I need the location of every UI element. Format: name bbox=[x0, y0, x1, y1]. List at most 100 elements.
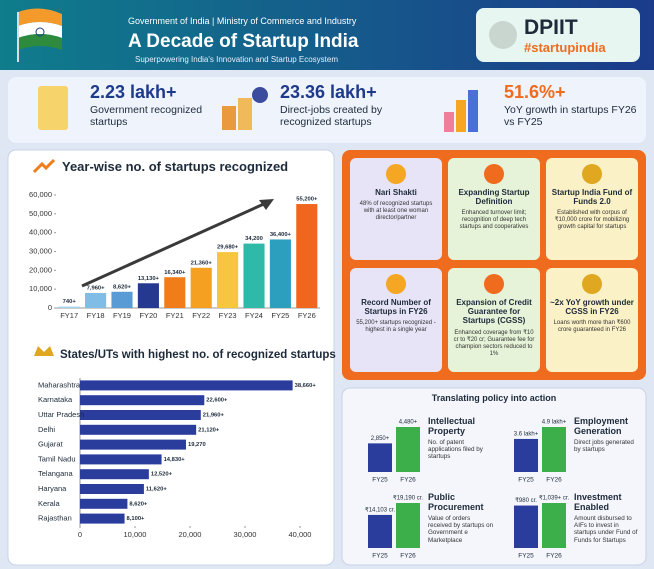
chart-title: Year-wise no. of startups recognized bbox=[62, 159, 289, 174]
bar bbox=[80, 380, 293, 391]
policy-title: Translating policy into action bbox=[431, 393, 557, 403]
stat-label: YoY growth in startups FY26 vs FY25 bbox=[504, 104, 637, 129]
x-tick-label: FY19 bbox=[113, 311, 131, 320]
card bbox=[448, 158, 540, 260]
value-label: 7,960+ bbox=[87, 286, 106, 292]
value-label: 8,620+ bbox=[129, 501, 148, 507]
category-label: Delhi bbox=[38, 425, 55, 434]
card-text: Established with corpus of ₹10,000 crore… bbox=[554, 210, 630, 230]
card-text: 48% of recognized startups with at least… bbox=[359, 201, 433, 221]
value-label: 4.9 lakh+ bbox=[542, 420, 567, 426]
x-tick-label: 40,000 bbox=[289, 530, 312, 539]
bar bbox=[80, 469, 149, 480]
x-tick-label: FY26 bbox=[546, 553, 562, 560]
value-label: 3.6 lakh+ bbox=[514, 432, 539, 438]
x-tick-label: FY24 bbox=[245, 311, 263, 320]
value-label: 11,620+ bbox=[146, 487, 167, 493]
value-label: 2,850+ bbox=[371, 436, 390, 442]
x-tick-label: FY23 bbox=[219, 311, 237, 320]
logo-text: DPIIT bbox=[524, 16, 578, 39]
value-label: 19,270 bbox=[188, 442, 206, 448]
value-label: 14,830+ bbox=[164, 457, 186, 463]
bar bbox=[396, 503, 420, 548]
y-tick-label: 0 bbox=[48, 303, 52, 312]
x-tick-label: FY25 bbox=[518, 553, 534, 560]
value-label: 36,400+ bbox=[270, 232, 292, 238]
bar bbox=[217, 252, 239, 308]
card bbox=[448, 268, 540, 372]
x-tick-label: 20,000 bbox=[179, 530, 202, 539]
card bbox=[546, 158, 638, 260]
y-tick-label: 20,000 bbox=[29, 265, 52, 274]
mini-title: Employment Generation bbox=[574, 416, 629, 437]
mini-title: Public Procurement bbox=[428, 492, 484, 513]
stat-icon bbox=[222, 87, 268, 130]
bar bbox=[85, 293, 107, 308]
card-icon bbox=[582, 274, 602, 294]
bar bbox=[80, 498, 128, 509]
card-text: Enhanced turnover limit; recognition of … bbox=[459, 210, 529, 230]
subtitle: Superpowering India's Innovation and Sta… bbox=[135, 55, 338, 64]
stat-value: 23.36 lakh+ bbox=[280, 82, 377, 102]
x-tick-label: FY17 bbox=[60, 311, 78, 320]
trophy-icon bbox=[34, 346, 54, 356]
bar bbox=[58, 306, 80, 308]
category-label: Haryana bbox=[38, 484, 67, 493]
category-label: Gujarat bbox=[38, 440, 64, 449]
value-label: 29,680+ bbox=[217, 245, 239, 251]
bar bbox=[368, 514, 392, 548]
x-tick-label: FY26 bbox=[400, 553, 416, 560]
y-tick-label: 10,000 bbox=[29, 284, 52, 293]
bar bbox=[80, 395, 205, 406]
stats-band bbox=[8, 77, 646, 143]
x-tick-label: FY25 bbox=[518, 477, 534, 484]
value-label: 21,360+ bbox=[191, 260, 213, 266]
value-label: 4,480+ bbox=[399, 420, 418, 426]
value-label: 22,600+ bbox=[206, 398, 228, 404]
value-label: 13,130+ bbox=[138, 276, 160, 282]
y-tick-label: 60,000 bbox=[29, 190, 52, 199]
value-label: 16,340+ bbox=[164, 270, 186, 276]
x-tick-label: FY25 bbox=[372, 477, 388, 484]
card bbox=[350, 268, 442, 372]
mini-description: Value of orders received by startups on … bbox=[428, 515, 494, 544]
bar bbox=[80, 484, 144, 494]
emblem bbox=[489, 21, 517, 49]
y-tick-label: 30,000 bbox=[29, 246, 52, 255]
bar bbox=[542, 503, 566, 548]
x-tick-label: FY26 bbox=[546, 477, 562, 484]
value-label: 55,200+ bbox=[296, 197, 318, 203]
bar bbox=[542, 427, 566, 472]
card-icon bbox=[484, 274, 504, 294]
value-label: 8,620+ bbox=[113, 284, 132, 290]
x-tick-label: FY21 bbox=[166, 311, 184, 320]
category-label: Kerala bbox=[38, 499, 61, 508]
category-label: Tamil Nadu bbox=[38, 454, 76, 463]
card-icon bbox=[582, 164, 602, 184]
x-tick-label: FY18 bbox=[87, 311, 105, 320]
card-text: 55,200+ startups recognized - highest in… bbox=[356, 320, 436, 333]
card-title: Expansion of Credit Guarantee for Startu… bbox=[456, 298, 532, 326]
x-tick-label: FY25 bbox=[372, 553, 388, 560]
x-tick-label: FY22 bbox=[192, 311, 210, 320]
bar bbox=[396, 427, 420, 472]
category-label: Uttar Pradesh bbox=[38, 410, 84, 419]
category-label: Karnataka bbox=[38, 395, 73, 404]
mini-title: Intellectual Property bbox=[428, 416, 476, 437]
card-title: Startup India Fund of Funds 2.0 bbox=[551, 188, 633, 207]
hashtag: #startupindia bbox=[524, 40, 606, 55]
card-icon bbox=[484, 164, 504, 184]
card bbox=[350, 158, 442, 260]
chart-title: States/UTs with highest no. of recognize… bbox=[60, 349, 336, 361]
x-tick-label: FY25 bbox=[271, 311, 289, 320]
card-title: ~2x YoY growth under CGSS in FY26 bbox=[550, 298, 634, 317]
card-icon bbox=[386, 274, 406, 294]
bar bbox=[269, 239, 291, 308]
card bbox=[546, 268, 638, 372]
trend-icon bbox=[32, 158, 56, 174]
card-title: Nari Shakti bbox=[375, 188, 417, 197]
stat-icon bbox=[444, 90, 478, 132]
category-label: Telangana bbox=[38, 469, 73, 478]
